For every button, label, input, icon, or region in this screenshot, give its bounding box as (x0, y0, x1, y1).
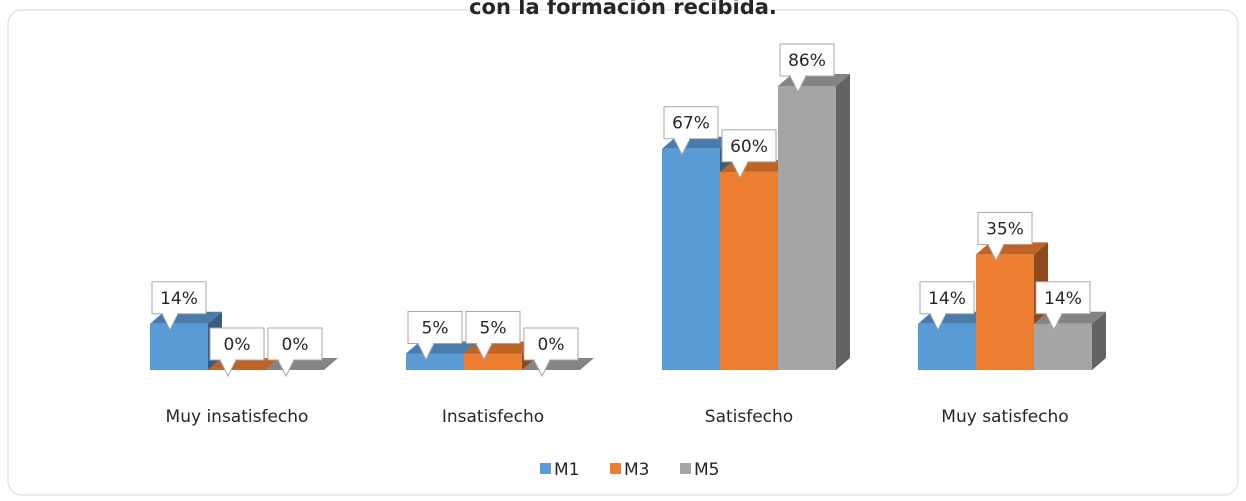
callout-cover (535, 358, 549, 362)
bar (1034, 311, 1106, 370)
callout-box (779, 43, 835, 77)
legend-swatch (680, 463, 691, 474)
callout-box (663, 106, 719, 140)
bar-side (836, 74, 850, 370)
callout-box (523, 327, 579, 361)
callout-box (465, 310, 521, 344)
category-label: Muy insatisfecho (166, 407, 309, 427)
callout-box (1035, 281, 1091, 315)
data-label: 0% (282, 335, 309, 355)
legend-label: M5 (694, 460, 719, 480)
data-label: 67% (672, 114, 710, 134)
legend-swatch (540, 463, 551, 474)
callout-box (977, 211, 1033, 245)
callout-cover (221, 358, 235, 362)
chart-frame (7, 9, 1239, 496)
bar-front (662, 148, 720, 370)
callout-cover (163, 311, 177, 316)
data-label: 0% (224, 335, 251, 355)
callout-cover (477, 341, 491, 346)
callout-cover (931, 311, 945, 316)
bar-front (150, 323, 208, 370)
category-label: Satisfecho (705, 407, 793, 427)
data-label: 5% (422, 318, 449, 338)
data-label: 14% (1044, 289, 1082, 309)
data-label: 60% (730, 137, 768, 157)
bar-front (918, 323, 976, 370)
callout-box (209, 327, 265, 361)
bar-front (778, 86, 836, 370)
bar-side (1092, 311, 1106, 370)
data-label: 5% (480, 318, 507, 338)
legend-swatch (610, 463, 621, 474)
data-label: 14% (160, 289, 198, 309)
data-label: 35% (986, 219, 1024, 239)
category-label: Insatisfecho (442, 407, 544, 427)
callout-box (919, 281, 975, 315)
category-label: Muy satisfecho (941, 407, 1068, 427)
bar-front (406, 353, 464, 370)
callout-cover (419, 341, 433, 346)
callout-cover (733, 159, 747, 164)
legend-label: M1 (554, 460, 579, 480)
callout-cover (279, 358, 293, 362)
callout-box (407, 310, 463, 344)
legend-label: M3 (624, 460, 649, 480)
bar (778, 74, 850, 370)
data-label: 14% (928, 289, 966, 309)
callout-box (721, 129, 777, 163)
bar-front (1034, 323, 1092, 370)
chart-title: con la formación recibida. (469, 0, 777, 19)
callout-cover (1047, 311, 1061, 316)
data-label: 0% (538, 335, 565, 355)
callout-cover (675, 136, 689, 141)
callout-cover (791, 74, 805, 78)
callout-box (267, 327, 323, 361)
bar-front (720, 171, 778, 370)
bar-front (464, 353, 522, 370)
callout-cover (989, 242, 1003, 247)
data-label: 86% (788, 51, 826, 71)
callout-box (151, 281, 207, 315)
bar-front (976, 254, 1034, 370)
